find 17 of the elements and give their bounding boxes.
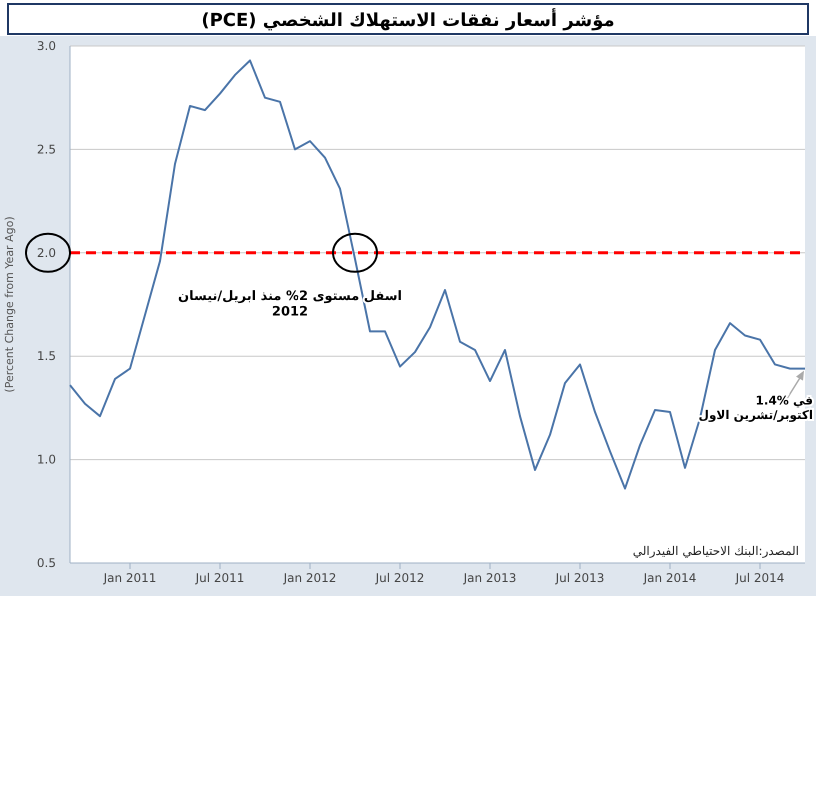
x-tick-label: Jul 2014 [734,571,784,585]
y-axis-title: (Percent Change from Year Ago) [3,216,16,393]
x-tick-label: Jul 2013 [554,571,604,585]
y-tick-label: 3.0 [36,39,56,53]
x-tick-label: Jan 2014 [642,571,696,585]
y-tick-label: 2.5 [36,142,56,156]
y-tick-label: 0.5 [36,556,56,570]
annotation: المصدر:البنك الاحتياطي الفيدرالي [632,544,799,558]
y-tick-label: 2.0 [36,246,56,260]
chart-title: مؤشر أسعار نفقات الاستهلاك الشخصي (PCE) [201,8,615,31]
x-tick-label: Jul 2012 [374,571,424,585]
x-tick-label: Jan 2011 [102,571,156,585]
y-tick-label: 1.5 [36,349,56,364]
x-tick-label: Jan 2012 [282,571,336,585]
x-tick-label: Jul 2011 [194,571,244,585]
y-tick-label: 1.0 [36,452,56,467]
x-tick-label: Jan 2013 [462,571,516,585]
